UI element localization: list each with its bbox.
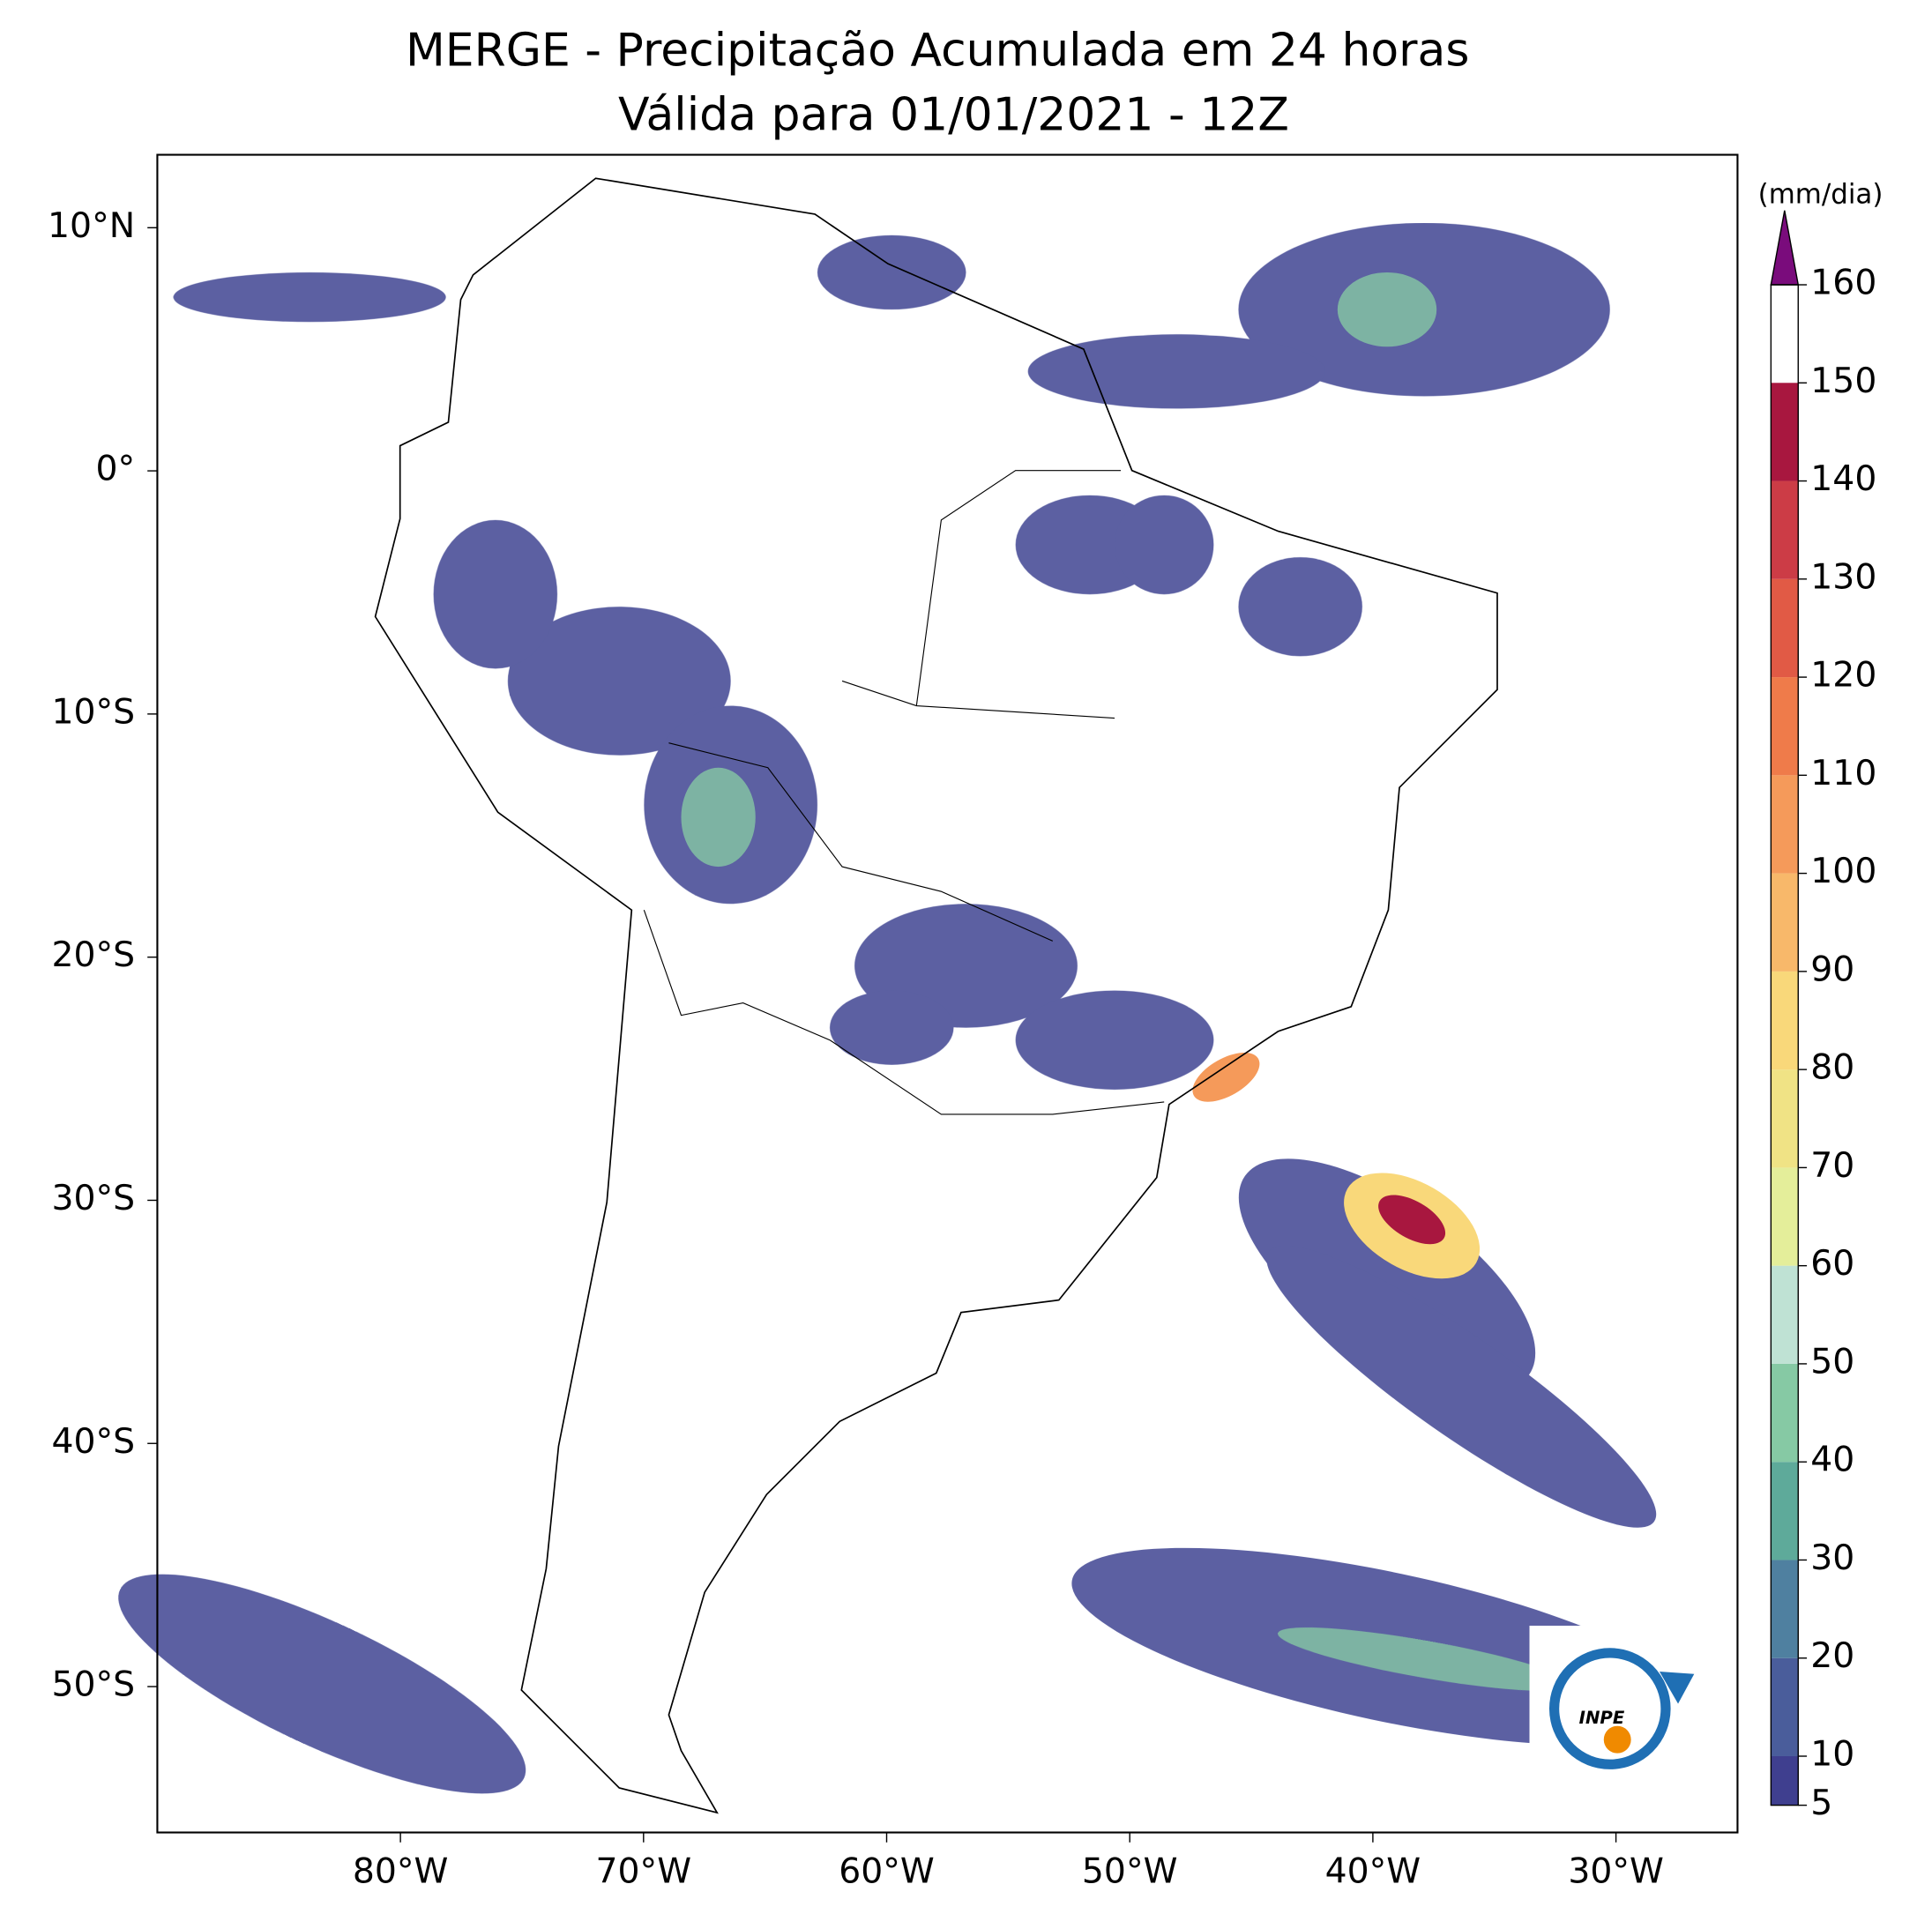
precipitation bbox=[118, 222, 1703, 1794]
colorbar-segment bbox=[1771, 1657, 1799, 1756]
colorbar-tick-label: 5 bbox=[1810, 1784, 1832, 1823]
colorbar-tick-label: 150 bbox=[1810, 361, 1876, 401]
colorbar-tick-label: 30 bbox=[1810, 1538, 1854, 1578]
y-tick-label: 10°N bbox=[48, 206, 135, 246]
colorbar-tick-label: 20 bbox=[1810, 1636, 1854, 1676]
colorbar-tick-label: 60 bbox=[1810, 1244, 1854, 1284]
y-tick-label: 50°S bbox=[52, 1665, 136, 1705]
colorbar-segment bbox=[1771, 1755, 1799, 1806]
y-tick-label: 10°S bbox=[52, 692, 136, 732]
colorbar-extend bbox=[1770, 210, 1800, 286]
x-tick-label: 60°W bbox=[839, 1851, 935, 1891]
x-tick-label: 30°W bbox=[1568, 1851, 1664, 1891]
colorbar-tick-label: 120 bbox=[1810, 656, 1876, 696]
colorbar-tick-label: 140 bbox=[1810, 459, 1876, 499]
colorbar-tick-label: 70 bbox=[1810, 1146, 1854, 1186]
colorbar-segment bbox=[1771, 677, 1799, 776]
colorbar-tick-label: 50 bbox=[1810, 1342, 1854, 1382]
colorbar-tick-label: 90 bbox=[1810, 950, 1854, 989]
colorbar-frame bbox=[1770, 284, 1799, 1806]
colorbar-segment bbox=[1771, 480, 1799, 579]
coastline bbox=[374, 177, 1498, 1814]
colorbar-tick-label: 110 bbox=[1810, 754, 1876, 793]
colorbar-segment bbox=[1771, 578, 1799, 678]
colorbar-segment bbox=[1771, 1560, 1799, 1658]
x-tick-label: 50°W bbox=[1082, 1851, 1178, 1891]
precipitation-moderate bbox=[681, 272, 1571, 1691]
y-tick-label: 0° bbox=[95, 450, 135, 489]
y-tick-label: 30°S bbox=[52, 1179, 136, 1218]
x-tick-label: 40°W bbox=[1325, 1851, 1421, 1891]
borders bbox=[643, 470, 1165, 1115]
map: INPE bbox=[118, 153, 1739, 1834]
colorbar-segment bbox=[1771, 775, 1799, 874]
colorbar-tick-label: 40 bbox=[1810, 1441, 1854, 1480]
precipitation-heavy bbox=[1192, 1052, 1481, 1279]
colorbar-segment bbox=[1771, 383, 1799, 481]
colorbar-segment bbox=[1771, 1462, 1799, 1560]
colorbar-segment bbox=[1771, 873, 1799, 972]
colorbar-tick-label: 10 bbox=[1810, 1734, 1854, 1774]
x-tick-label: 70°W bbox=[596, 1851, 692, 1891]
colorbar-tick-label: 100 bbox=[1810, 852, 1876, 891]
colorbar-segment bbox=[1771, 1265, 1799, 1364]
subtitle: Válida para 01/01/2021 - 12Z bbox=[618, 88, 1289, 141]
colorbar-tick-label: 160 bbox=[1810, 264, 1876, 303]
colorbar-label: (mm/dia) bbox=[1758, 178, 1884, 210]
logo: INPE bbox=[1529, 1625, 1718, 1780]
colorbar-segment bbox=[1771, 1167, 1799, 1266]
title: MERGE - Precipitação Acumulada em 24 hor… bbox=[406, 24, 1469, 77]
x-tick-label: 80°W bbox=[353, 1851, 449, 1891]
colorbar-segment bbox=[1771, 1363, 1799, 1463]
colorbar-segment bbox=[1771, 1069, 1799, 1168]
colorbar-segment bbox=[1771, 971, 1799, 1070]
map-frame bbox=[156, 153, 1739, 1834]
colorbar-tick-label: 80 bbox=[1810, 1048, 1854, 1088]
y-tick-label: 40°S bbox=[52, 1422, 136, 1462]
colorbar-tick-label: 130 bbox=[1810, 557, 1876, 597]
logo-text: INPE bbox=[1579, 1708, 1625, 1728]
y-tick-label: 20°S bbox=[52, 935, 136, 975]
